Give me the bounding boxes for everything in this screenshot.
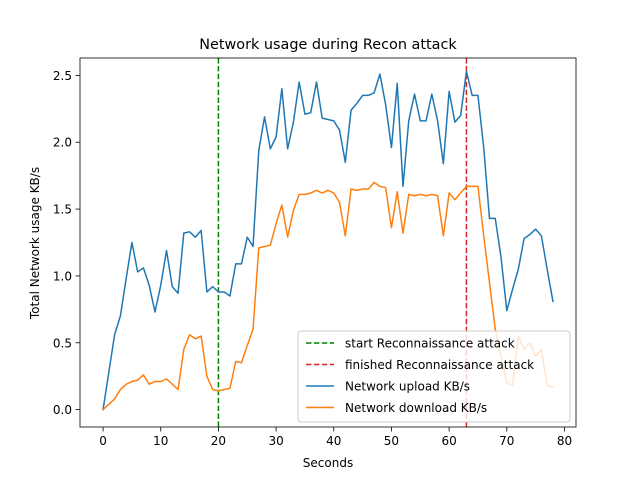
legend-label-upload: Network upload KB/s bbox=[345, 380, 470, 394]
y-tick-label: 0.0 bbox=[53, 403, 72, 417]
legend: start Reconnaissance attack finished Rec… bbox=[297, 330, 571, 423]
x-tick-label: 10 bbox=[153, 434, 168, 448]
x-tick-label: 50 bbox=[384, 434, 399, 448]
series-layer bbox=[102, 70, 554, 411]
x-tick-label: 20 bbox=[211, 434, 226, 448]
vlines-layer bbox=[217, 58, 468, 427]
legend-label-start-attack: start Reconnaissance attack bbox=[345, 337, 515, 351]
x-tick-label: 80 bbox=[557, 434, 572, 448]
y-axis-label: Total Network usage KB/s bbox=[28, 167, 42, 320]
x-tick-label: 0 bbox=[99, 434, 107, 448]
ticks-layer: 0 10 20 30 40 50 60 70 80 0.0 0.5 1.0 1.5 2.0 2.5 bbox=[53, 69, 572, 448]
y-tick-label: 1.5 bbox=[53, 203, 72, 217]
x-tick-label: 70 bbox=[499, 434, 514, 448]
y-tick-label: 2.0 bbox=[53, 136, 72, 150]
x-tick-label: 40 bbox=[326, 434, 341, 448]
x-tick-label: 60 bbox=[441, 434, 456, 448]
y-tick-label: 1.0 bbox=[53, 269, 72, 283]
download-series-line bbox=[102, 181, 554, 411]
y-tick-label: 0.5 bbox=[53, 336, 72, 350]
chart-title: Network usage during Recon attack bbox=[199, 37, 457, 53]
legend-label-finished-attack: finished Reconnaissance attack bbox=[345, 358, 534, 372]
legend-label-download: Network download KB/s bbox=[345, 401, 487, 415]
upload-series-line bbox=[102, 70, 554, 411]
x-axis-label: Seconds bbox=[303, 456, 353, 470]
legend-box bbox=[297, 330, 571, 423]
y-tick-label: 2.5 bbox=[53, 69, 72, 83]
x-tick-label: 30 bbox=[268, 434, 283, 448]
plot-frame bbox=[79, 57, 577, 428]
